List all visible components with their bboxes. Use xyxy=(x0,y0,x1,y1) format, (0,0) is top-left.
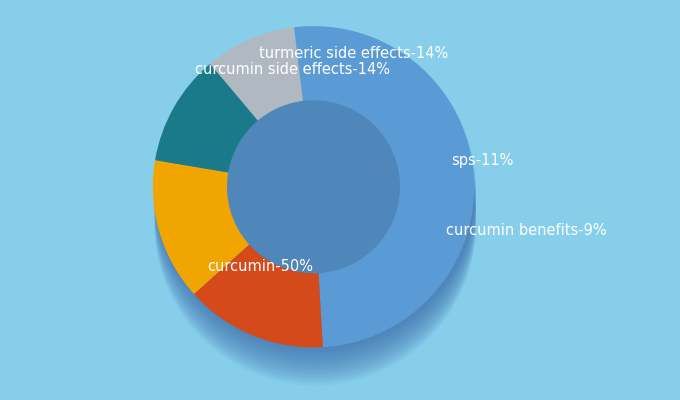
Ellipse shape xyxy=(154,52,476,373)
Ellipse shape xyxy=(154,34,476,356)
Ellipse shape xyxy=(154,37,476,358)
Text: turmeric side effects-14%: turmeric side effects-14% xyxy=(260,46,449,62)
Ellipse shape xyxy=(154,60,476,381)
Ellipse shape xyxy=(154,32,476,354)
Ellipse shape xyxy=(154,54,476,375)
Ellipse shape xyxy=(154,50,476,371)
Wedge shape xyxy=(210,27,303,120)
Ellipse shape xyxy=(154,43,476,364)
Ellipse shape xyxy=(154,62,476,384)
Wedge shape xyxy=(194,244,323,348)
Ellipse shape xyxy=(154,30,476,352)
Wedge shape xyxy=(155,64,258,172)
Ellipse shape xyxy=(154,47,476,368)
Ellipse shape xyxy=(154,28,476,350)
Text: curcumin benefits-9%: curcumin benefits-9% xyxy=(446,223,607,238)
Wedge shape xyxy=(153,160,249,294)
Text: sps-11%: sps-11% xyxy=(452,153,513,168)
Ellipse shape xyxy=(154,64,476,386)
Wedge shape xyxy=(294,26,474,347)
Ellipse shape xyxy=(154,58,476,379)
Ellipse shape xyxy=(154,41,476,362)
Ellipse shape xyxy=(154,39,476,360)
Ellipse shape xyxy=(154,56,476,377)
Ellipse shape xyxy=(154,45,476,366)
Text: curcumin side effects-14%: curcumin side effects-14% xyxy=(195,62,390,77)
Text: curcumin-50%: curcumin-50% xyxy=(207,259,313,274)
